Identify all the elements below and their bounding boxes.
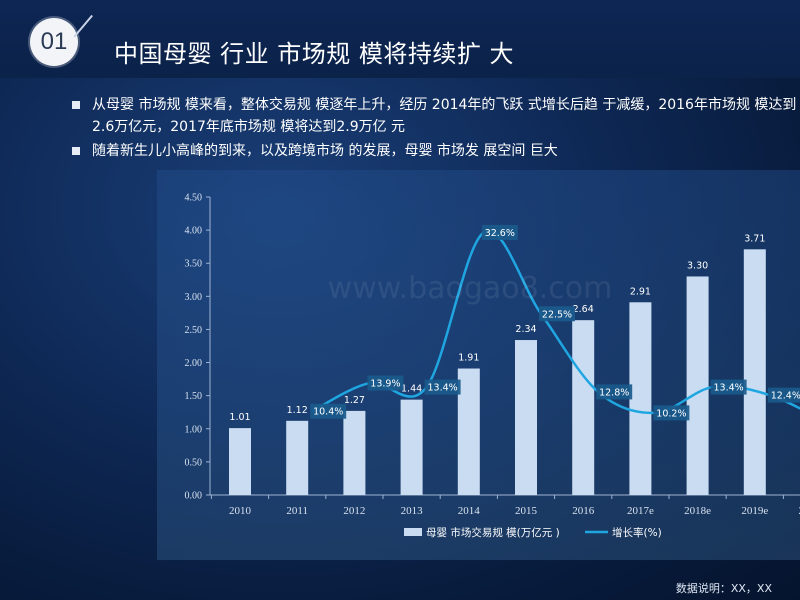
bar <box>686 276 709 495</box>
bar-value-label: 1.12 <box>287 405 308 416</box>
y-tick-label: 2.50 <box>185 325 203 336</box>
growth-label-box <box>653 405 690 421</box>
growth-value-label: 13.4% <box>714 383 744 394</box>
legend-swatch-bar <box>404 528 422 536</box>
y-tick-label: 4.00 <box>185 226 203 237</box>
growth-value-label: 12.4% <box>771 391 800 402</box>
growth-value-label: 22.5% <box>542 309 572 320</box>
growth-value-label: 10.4% <box>313 407 343 418</box>
watermark-text: www.baogao8.com <box>328 271 613 306</box>
bar-value-label: 2.34 <box>515 324 536 335</box>
bar-value-label: 3.71 <box>744 233 765 244</box>
x-tick-label: 2013 <box>401 505 424 517</box>
bar <box>343 410 366 495</box>
bar-value-label: 1.01 <box>229 412 250 423</box>
y-tick-label: 0.50 <box>185 457 203 468</box>
bar-value-label: 1.44 <box>401 384 422 395</box>
growth-label-box <box>481 224 518 240</box>
x-tick-label: 2016 <box>572 505 595 517</box>
bar <box>743 249 766 495</box>
x-tick-label: 2012 <box>343 505 365 517</box>
y-tick-label: 2.00 <box>185 358 203 369</box>
y-tick-label: 3.50 <box>185 259 203 270</box>
bullet-item: 从母婴 市场规 模来看，整体交易规 模逐年上升，经历 2014年的飞跃 式增长后… <box>70 94 800 138</box>
growth-label-box <box>767 387 800 403</box>
bar-value-label: 2.64 <box>573 304 594 315</box>
bar-value-label: 1.91 <box>458 353 479 364</box>
section-number: 01 <box>40 28 68 55</box>
x-tick-label: 2019e <box>741 505 768 517</box>
growth-label-box <box>710 379 747 395</box>
footer-note: 数据说明：XX，XX <box>675 582 772 595</box>
growth-label-box <box>367 375 404 391</box>
bar-value-label: 2.91 <box>630 286 651 297</box>
growth-label-box <box>310 403 347 419</box>
bar <box>629 302 652 495</box>
y-tick-label: 1.50 <box>185 391 203 402</box>
legend-label: 增长率(%) <box>612 526 662 539</box>
x-tick-label: 2010 <box>229 505 252 517</box>
bar-value-label: 3.30 <box>687 260 708 271</box>
section-number-badge <box>30 18 78 66</box>
page-title: 中国母婴 行业 市场规 模将持续扩 大 <box>114 40 515 68</box>
bullet-list: 从母婴 市场规 模来看，整体交易规 模逐年上升，经历 2014年的飞跃 式增长后… <box>70 94 800 162</box>
bar <box>229 428 251 495</box>
growth-value-label: 13.4% <box>428 383 458 394</box>
growth-value-label: 13.9% <box>370 379 400 390</box>
y-tick-label: 1.00 <box>185 424 203 435</box>
bar <box>572 320 595 495</box>
growth-label-box <box>424 379 461 395</box>
bar <box>286 420 309 495</box>
growth-value-label: 10.2% <box>656 408 686 419</box>
x-tick-label: 2017e <box>627 505 654 517</box>
bar <box>457 368 480 495</box>
legend-label: 母婴 市场交易规 模(万亿元 ) <box>426 526 560 539</box>
growth-value-label: 12.8% <box>599 387 629 398</box>
bar <box>515 340 537 495</box>
y-tick-label: 0.00 <box>185 491 203 502</box>
bullet-item: 随着新生儿小高峰的到来，以及跨境市场 的发展，母婴 市场发 展空间 巨大 <box>70 140 800 162</box>
x-tick-label: 2011 <box>286 505 308 517</box>
growth-label-box <box>596 384 633 400</box>
x-tick-label: 2014 <box>458 505 481 517</box>
header-bar <box>0 0 800 78</box>
y-tick-label: 4.50 <box>185 193 203 204</box>
growth-label-box <box>539 306 575 322</box>
x-tick-label: 2018e <box>684 505 711 517</box>
x-tick-label: 2020e <box>799 505 800 517</box>
growth-value-label: 32.6% <box>485 228 515 239</box>
x-tick-label: 2015 <box>515 505 538 517</box>
y-tick-label: 3.00 <box>185 292 203 303</box>
bar <box>400 399 423 495</box>
bar-value-label: 1.27 <box>344 395 365 406</box>
